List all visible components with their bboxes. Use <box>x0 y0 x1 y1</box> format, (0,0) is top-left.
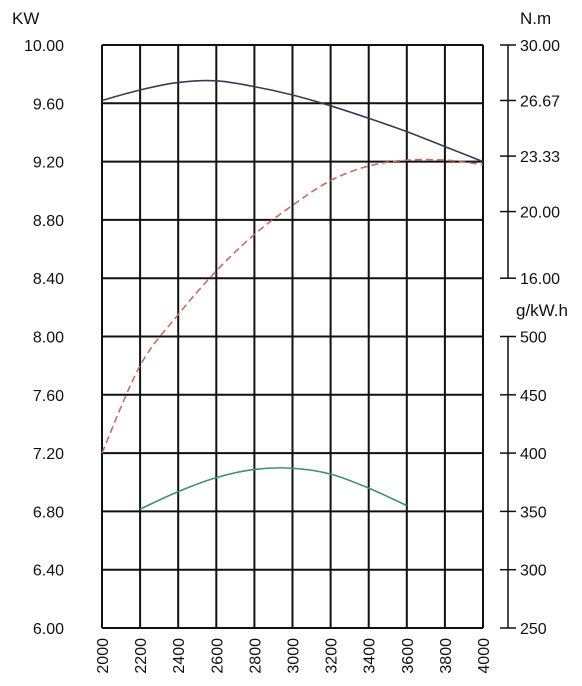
x-tick-label: 2000 <box>95 638 112 674</box>
power-tick-label: 8.40 <box>33 271 64 288</box>
fuel-tick-label: 400 <box>520 446 547 463</box>
fuel-axis-unit-label: g/kW.h <box>516 301 568 320</box>
torque-curve <box>101 79 484 163</box>
power-tick-label: 9.60 <box>33 96 64 113</box>
torque-tick-label: 26.67 <box>520 93 560 110</box>
tick-labels: 2000 2200 2400 2600 2800 3000 3200 3400 3600 3800… <box>24 38 560 674</box>
torque-tick-label: 16.00 <box>520 271 560 288</box>
x-tick-label: 2200 <box>133 638 150 674</box>
torque-tick-label: 23.33 <box>520 149 560 166</box>
power-tick-label: 9.20 <box>33 155 64 172</box>
torque-axis-unit-label: N.m <box>520 9 551 28</box>
x-tick-label: 2400 <box>171 638 188 674</box>
power-tick-label: 6.00 <box>33 621 64 638</box>
fuel-tick-label: 300 <box>520 563 547 580</box>
x-tick-label: 3000 <box>286 638 303 674</box>
power-tick-label: 8.80 <box>33 213 64 230</box>
fuel-tick-label: 500 <box>520 330 547 347</box>
x-tick-label: 3200 <box>324 638 341 674</box>
fuel-tick-label: 450 <box>520 388 547 405</box>
power-tick-label: 8.00 <box>33 330 64 347</box>
x-tick-label: 2600 <box>209 638 226 674</box>
axes <box>500 44 516 629</box>
series <box>101 79 484 510</box>
power-tick-label: 6.40 <box>33 563 64 580</box>
power-curve <box>101 158 484 454</box>
power-tick-label: 10.00 <box>24 38 64 55</box>
fuel-tick-label: 250 <box>520 621 547 638</box>
power-tick-label: 7.60 <box>33 388 64 405</box>
torque-tick-label: 20.00 <box>520 205 560 222</box>
left-axis-unit-label: KW <box>12 9 39 28</box>
fuel-curve <box>139 467 408 510</box>
x-tick-label: 2800 <box>247 638 264 674</box>
x-tick-label: 3600 <box>400 638 417 674</box>
x-tick-label: 3800 <box>438 638 455 674</box>
x-tick-label: 4000 <box>476 638 493 674</box>
torque-tick-label: 30.00 <box>520 38 560 55</box>
fuel-tick-label: 350 <box>520 504 547 521</box>
grid <box>101 44 484 629</box>
power-tick-label: 7.20 <box>33 446 64 463</box>
power-tick-label: 6.80 <box>33 504 64 521</box>
x-tick-label: 3400 <box>362 638 379 674</box>
